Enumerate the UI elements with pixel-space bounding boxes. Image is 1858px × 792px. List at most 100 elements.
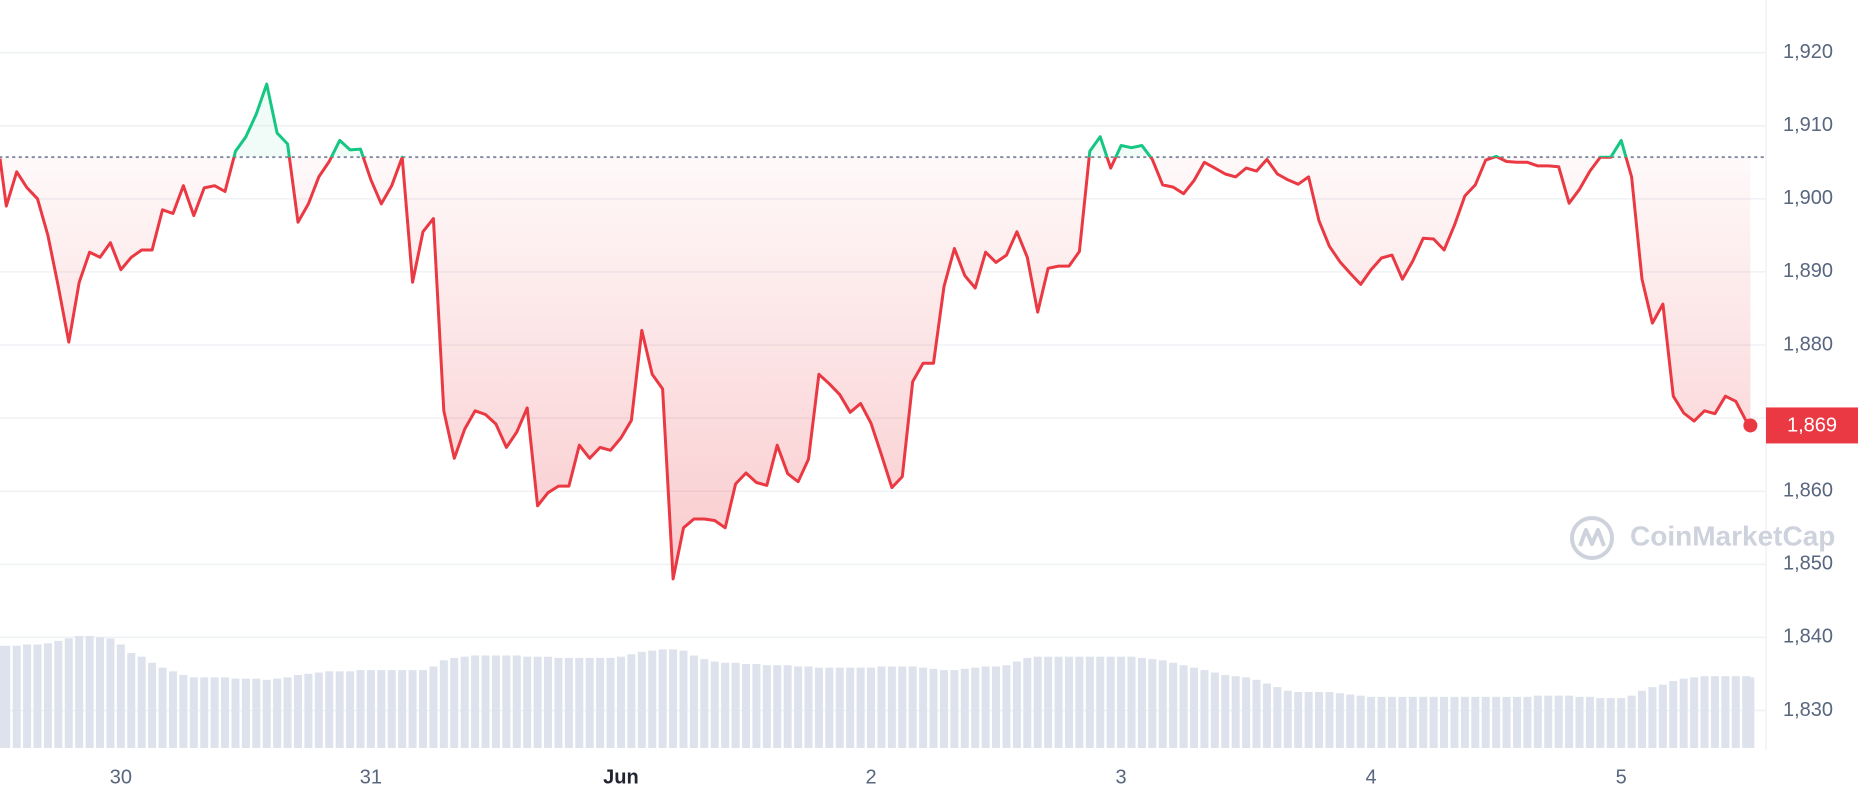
y-tick-label: 1,900 xyxy=(1783,187,1833,209)
y-tick-label: 1,890 xyxy=(1783,260,1833,282)
volume-bar xyxy=(783,665,792,748)
price-line-down xyxy=(0,157,1752,581)
volume-bar xyxy=(116,644,125,748)
volume-bar xyxy=(1690,677,1699,748)
volume-bar xyxy=(85,636,94,748)
volume-bar xyxy=(189,677,198,748)
volume-bar xyxy=(1429,696,1438,748)
volume-bar xyxy=(481,655,490,748)
volume-bar xyxy=(1335,693,1344,748)
volume-bar xyxy=(1638,690,1647,748)
volume-bar xyxy=(741,664,750,748)
volume-bar xyxy=(387,670,396,748)
volume-bar xyxy=(773,665,782,748)
volume-bar xyxy=(460,656,469,748)
volume-bar xyxy=(1221,674,1230,748)
volume-bar xyxy=(1544,695,1553,748)
volume-bar xyxy=(929,668,938,748)
volume-bar xyxy=(616,656,625,748)
volume-bar xyxy=(346,671,355,748)
volume-bar xyxy=(981,666,990,748)
volume-bar xyxy=(1283,690,1292,748)
volume-bar xyxy=(0,645,4,748)
volume-bar xyxy=(1210,672,1219,748)
volume-bar xyxy=(700,659,709,748)
volume-bar xyxy=(1356,695,1365,748)
last-point xyxy=(1743,418,1758,433)
volume-bar xyxy=(939,670,948,748)
volume-bar xyxy=(273,678,282,748)
volume-bar xyxy=(825,667,834,748)
area-below xyxy=(0,157,1751,579)
volume-bar xyxy=(241,678,250,748)
volume-bar xyxy=(606,657,615,748)
volume-bar xyxy=(523,656,532,748)
volume-bar xyxy=(1252,679,1261,748)
volume-bar xyxy=(439,660,448,748)
volume-bar xyxy=(106,638,115,748)
volume-bar xyxy=(262,679,271,748)
volume-bar xyxy=(283,677,292,748)
volume-bar xyxy=(1262,683,1271,748)
volume-bar xyxy=(1700,676,1709,748)
volume-bar xyxy=(1492,696,1501,748)
volume-bar xyxy=(12,645,21,748)
volume-bar xyxy=(1585,696,1594,748)
volume-bar xyxy=(679,650,688,748)
volume-bar xyxy=(1565,695,1574,748)
volume-bar xyxy=(1054,656,1063,748)
volume-bar xyxy=(1179,665,1188,748)
volume-bar xyxy=(1731,676,1740,748)
volume-bar xyxy=(398,670,407,748)
axes: 1,8301,8401,8501,8601,8701,8801,8901,900… xyxy=(110,41,1858,788)
y-tick-label: 1,850 xyxy=(1783,553,1833,575)
volume-bar xyxy=(1387,696,1396,748)
volume-bar xyxy=(356,670,365,748)
volume-bar xyxy=(231,678,240,748)
volume-bar xyxy=(762,665,771,748)
volume-bar xyxy=(804,666,813,748)
volume-bar xyxy=(429,666,438,748)
volume-bar xyxy=(1231,676,1240,748)
volume-bar xyxy=(1075,656,1084,748)
volume-bar xyxy=(252,678,261,748)
volume-bar xyxy=(96,637,105,748)
volume-bar xyxy=(419,670,428,748)
volume-bar xyxy=(710,661,719,748)
plot xyxy=(0,82,1767,581)
y-tick-label: 1,860 xyxy=(1783,480,1833,502)
volume-bar xyxy=(835,667,844,748)
volume-bar xyxy=(1273,687,1282,748)
volume-bar xyxy=(575,657,584,748)
volume-bar xyxy=(1044,656,1053,748)
watermark-text: CoinMarketCap xyxy=(1630,520,1835,551)
watermark-logo xyxy=(1570,516,1614,560)
volume-bar xyxy=(1710,676,1719,748)
x-tick-label: 30 xyxy=(110,766,132,788)
volume-bar xyxy=(637,651,646,748)
volume-bar xyxy=(1408,696,1417,748)
volume-bar xyxy=(366,670,375,748)
volume-bar xyxy=(1190,667,1199,748)
volume-bar xyxy=(564,657,573,748)
volume-bar xyxy=(325,671,334,748)
volume-bar xyxy=(1512,696,1521,748)
volume-bar xyxy=(1721,676,1730,748)
volume-bar xyxy=(1325,692,1334,748)
watermark: CoinMarketCap xyxy=(1570,516,1835,560)
volume-bar xyxy=(1606,698,1615,748)
volume-bar xyxy=(1648,687,1657,748)
y-tick-label: 1,880 xyxy=(1783,333,1833,355)
volume-bar xyxy=(1346,694,1355,748)
volume-bar xyxy=(1012,661,1021,748)
x-tick-label: 2 xyxy=(865,766,876,788)
volume-bar xyxy=(1304,692,1313,748)
price-line-up xyxy=(232,82,1628,158)
volume-bar xyxy=(1679,678,1688,748)
volume-bar xyxy=(960,668,969,748)
volume-bar xyxy=(658,649,667,748)
volume-bar xyxy=(1460,696,1469,748)
volume-bar xyxy=(669,649,678,748)
